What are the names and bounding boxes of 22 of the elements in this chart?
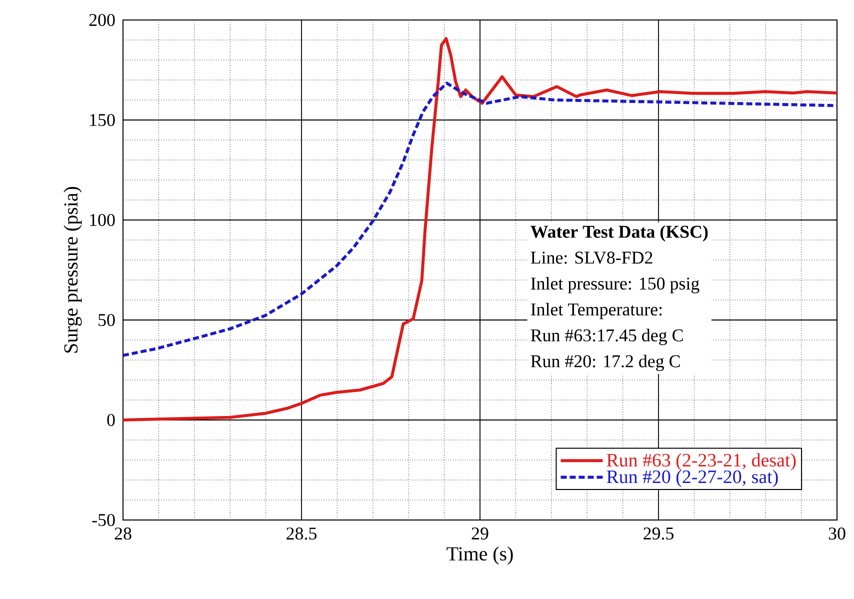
line-series bbox=[123, 37, 838, 422]
y-tick-label: 150 bbox=[90, 114, 115, 126]
y-tick-label: 50 bbox=[98, 314, 115, 326]
y-tick-label: -50 bbox=[92, 514, 115, 526]
annotation: Run #63:17.45 deg C bbox=[530, 328, 683, 346]
y-tick-label: 0 bbox=[107, 414, 115, 426]
x-tick-label: 28 bbox=[114, 528, 132, 540]
y-axis-title: Surge pressure (psia) bbox=[64, 186, 82, 353]
annotation: Run #20: 17.2 deg C bbox=[530, 354, 680, 372]
legend-label: Run #20 (2-27-20, sat) bbox=[606, 470, 778, 488]
x-tick-label: 29.5 bbox=[644, 528, 674, 540]
y-tick-label: 100 bbox=[90, 214, 115, 226]
x-tick-label: 30 bbox=[828, 528, 846, 540]
x-tick-label: 28.5 bbox=[286, 528, 316, 540]
x-tick-label: 29 bbox=[472, 528, 488, 540]
x-axis-title: Time (s) bbox=[446, 546, 513, 565]
annotation: Water Test Data (KSC) bbox=[530, 225, 708, 242]
annotation: Inlet pressure: 150 psig bbox=[530, 276, 700, 294]
y-tick-label: 200 bbox=[89, 14, 115, 26]
annotation: Line: SLV8-FD2 bbox=[530, 252, 652, 264]
legend-label: Run #63 (2-23-21, desat) bbox=[606, 453, 796, 470]
annotation: Inlet Temperature: bbox=[530, 302, 662, 320]
